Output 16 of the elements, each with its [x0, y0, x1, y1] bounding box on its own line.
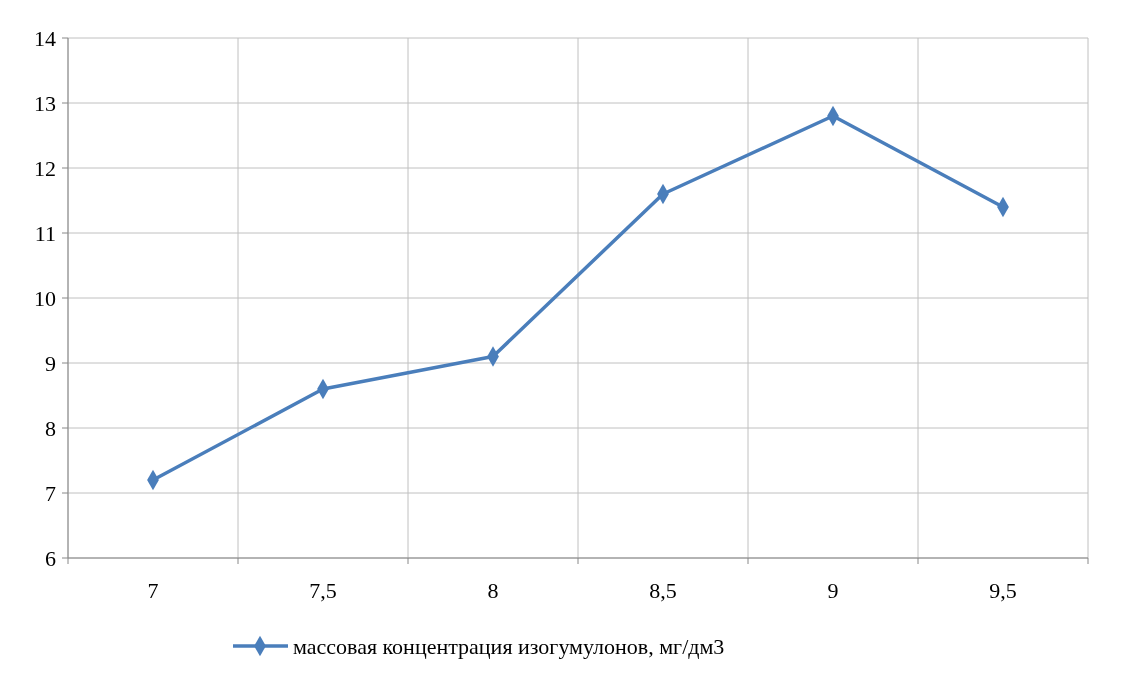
y-tick-label: 12 [34, 155, 56, 181]
y-tick-label: 6 [45, 545, 56, 571]
x-tick-label: 8,5 [649, 578, 677, 603]
y-tick-label: 13 [34, 90, 56, 116]
y-tick-label: 14 [34, 25, 56, 51]
x-tick-label: 9 [827, 578, 839, 603]
y-tick-label: 7 [45, 480, 56, 506]
x-tick-label: 7,5 [309, 578, 337, 603]
x-tick-label: 8 [487, 578, 499, 603]
y-tick-label: 8 [45, 415, 56, 441]
x-tick-label: 7 [147, 578, 159, 603]
y-tick-label: 11 [34, 220, 56, 246]
legend-label: массовая концентрация изогумулонов, мг/дм3 [293, 633, 725, 659]
y-tick-label: 10 [34, 285, 56, 311]
y-tick-label: 9 [45, 350, 56, 376]
x-tick-label: 9,5 [989, 578, 1017, 603]
